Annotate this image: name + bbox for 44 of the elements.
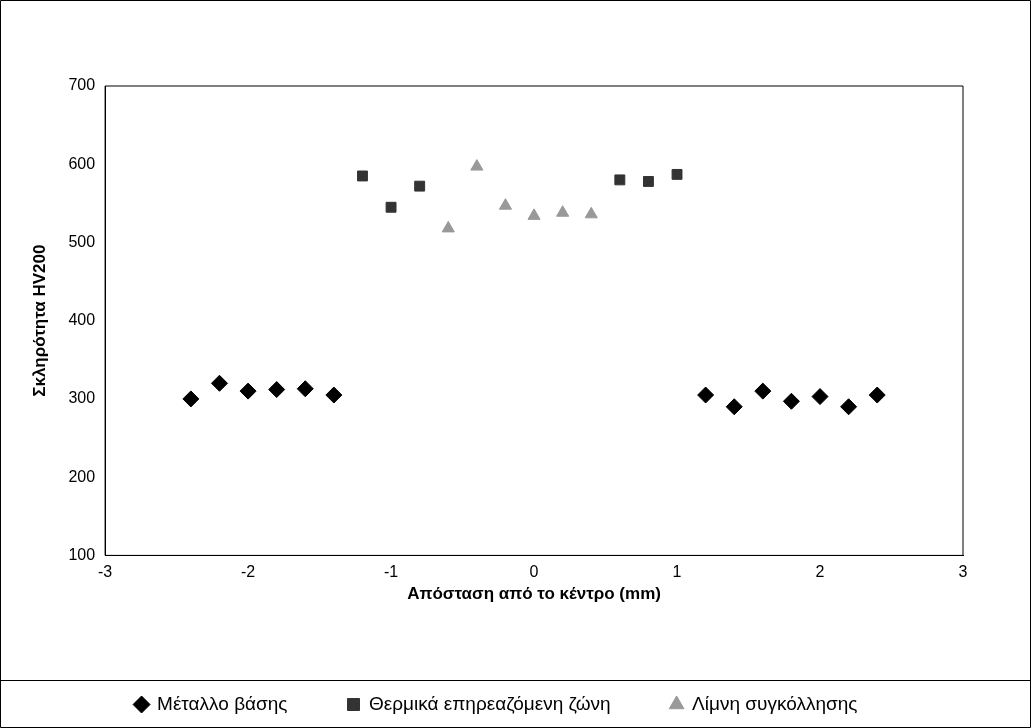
point (697, 386, 715, 404)
point (385, 201, 397, 213)
point (268, 381, 286, 399)
point (811, 388, 829, 406)
y-tick-label: 200 (68, 467, 96, 485)
point (325, 386, 343, 404)
x-tick-label: -3 (97, 563, 113, 581)
y-tick-label: 500 (68, 232, 96, 250)
point (498, 198, 513, 210)
point (725, 398, 743, 416)
y-tick-label: 400 (68, 311, 96, 329)
point (584, 206, 598, 219)
point (414, 180, 426, 192)
point (840, 398, 858, 416)
x-tick-label: -2 (240, 563, 256, 581)
point (642, 176, 654, 187)
y-tick-label: 700 (68, 76, 96, 94)
y-axis-title: Σκληρότητα HV200 (29, 244, 49, 397)
point (754, 382, 772, 400)
x-tick-label: 1 (672, 563, 682, 581)
point (182, 390, 200, 408)
point (296, 380, 314, 398)
legend-label: Θερμικά επηρεαζόμενη ζώνη (369, 692, 611, 714)
y-tick-label: 300 (68, 389, 96, 407)
y-tick-label: 100 (68, 545, 96, 563)
legend-label: Λίμνη συγκόλλησης (692, 692, 858, 714)
legend-label: Μέταλλο βάσης (157, 692, 288, 714)
point (782, 392, 800, 410)
point (671, 168, 683, 180)
x-tick-label: 3 (958, 563, 968, 581)
point (239, 382, 257, 400)
point (614, 174, 626, 186)
x-tick-label: -1 (383, 563, 399, 581)
point (210, 374, 228, 392)
point (441, 220, 455, 233)
x-axis-title: Απόσταση από το κέντρο (mm) (407, 584, 661, 604)
point (357, 170, 368, 182)
x-tick-label: 2 (815, 563, 825, 581)
y-tick-label: 600 (68, 154, 96, 172)
point (470, 159, 484, 171)
point (556, 205, 570, 217)
point (868, 386, 886, 404)
point (527, 208, 541, 220)
x-tick-label: 0 (529, 563, 539, 581)
